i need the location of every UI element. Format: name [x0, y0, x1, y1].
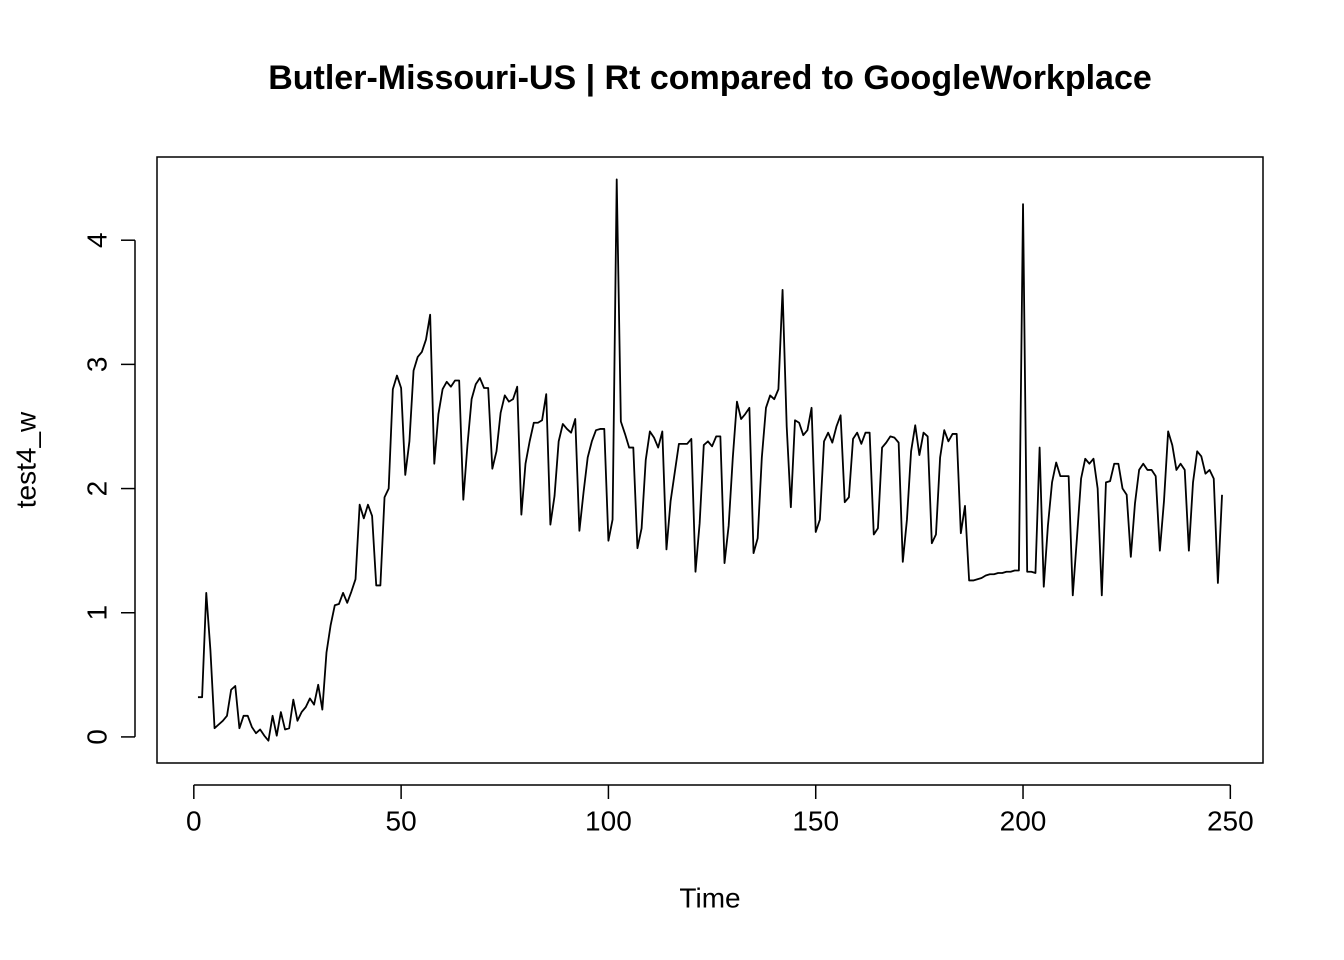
- x-tick-label: 250: [1207, 805, 1254, 836]
- y-tick-label: 1: [81, 605, 112, 621]
- y-tick-label: 0: [81, 729, 112, 745]
- chart-title: Butler-Missouri-US | Rt compared to Goog…: [268, 59, 1152, 97]
- x-tick-label: 50: [386, 805, 417, 836]
- y-tick-label: 3: [81, 357, 112, 373]
- y-tick-label: 4: [81, 232, 112, 248]
- x-tick-label: 0: [186, 805, 202, 836]
- x-tick-label: 100: [585, 805, 632, 836]
- data-line: [197, 178, 1223, 742]
- x-tick-label: 150: [792, 805, 839, 836]
- y-axis-label: test4_w: [10, 411, 41, 508]
- x-tick-label: 200: [1000, 805, 1047, 836]
- x-axis-label: Time: [679, 882, 740, 913]
- plot-frame: [156, 156, 1264, 764]
- y-tick-label: 2: [81, 481, 112, 497]
